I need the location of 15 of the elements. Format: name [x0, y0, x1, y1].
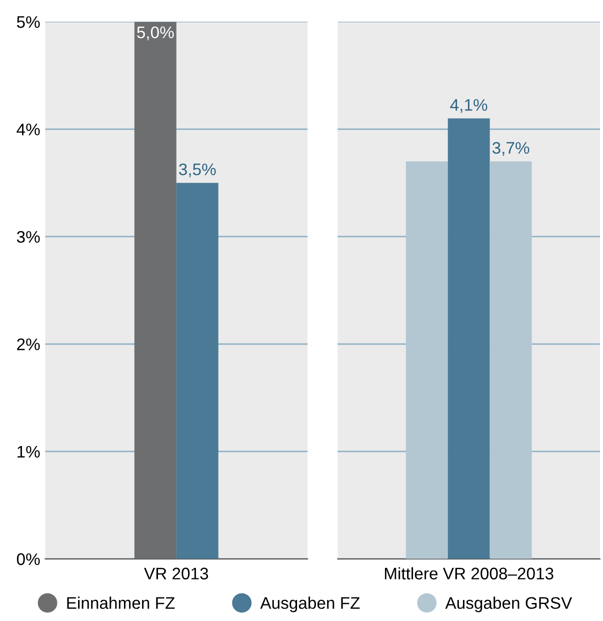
y-tick-label: 0%: [16, 553, 40, 566]
y-tick-label: 1%: [18, 446, 40, 458]
y-tick-label: 4%: [16, 124, 40, 136]
y-tick-label: 2%: [17, 338, 40, 350]
legend-label: Ausgaben GRSV: [445, 596, 572, 612]
y-tick-label: 3%: [16, 231, 40, 243]
x-tick-label: Mittlere VR 2008–2013: [384, 567, 554, 580]
data-label: 3,7%: [492, 142, 530, 156]
y-tick-label: 5%: [16, 16, 40, 28]
data-label: 4,1%: [450, 99, 488, 113]
legend-label: Ausgaben FZ: [260, 596, 360, 612]
legend-label: Einnahmen FZ: [67, 596, 175, 609]
data-label: 5,0%: [137, 26, 174, 40]
data-label: 3,5%: [179, 163, 216, 178]
x-tick-label: VR 2013: [144, 568, 208, 580]
